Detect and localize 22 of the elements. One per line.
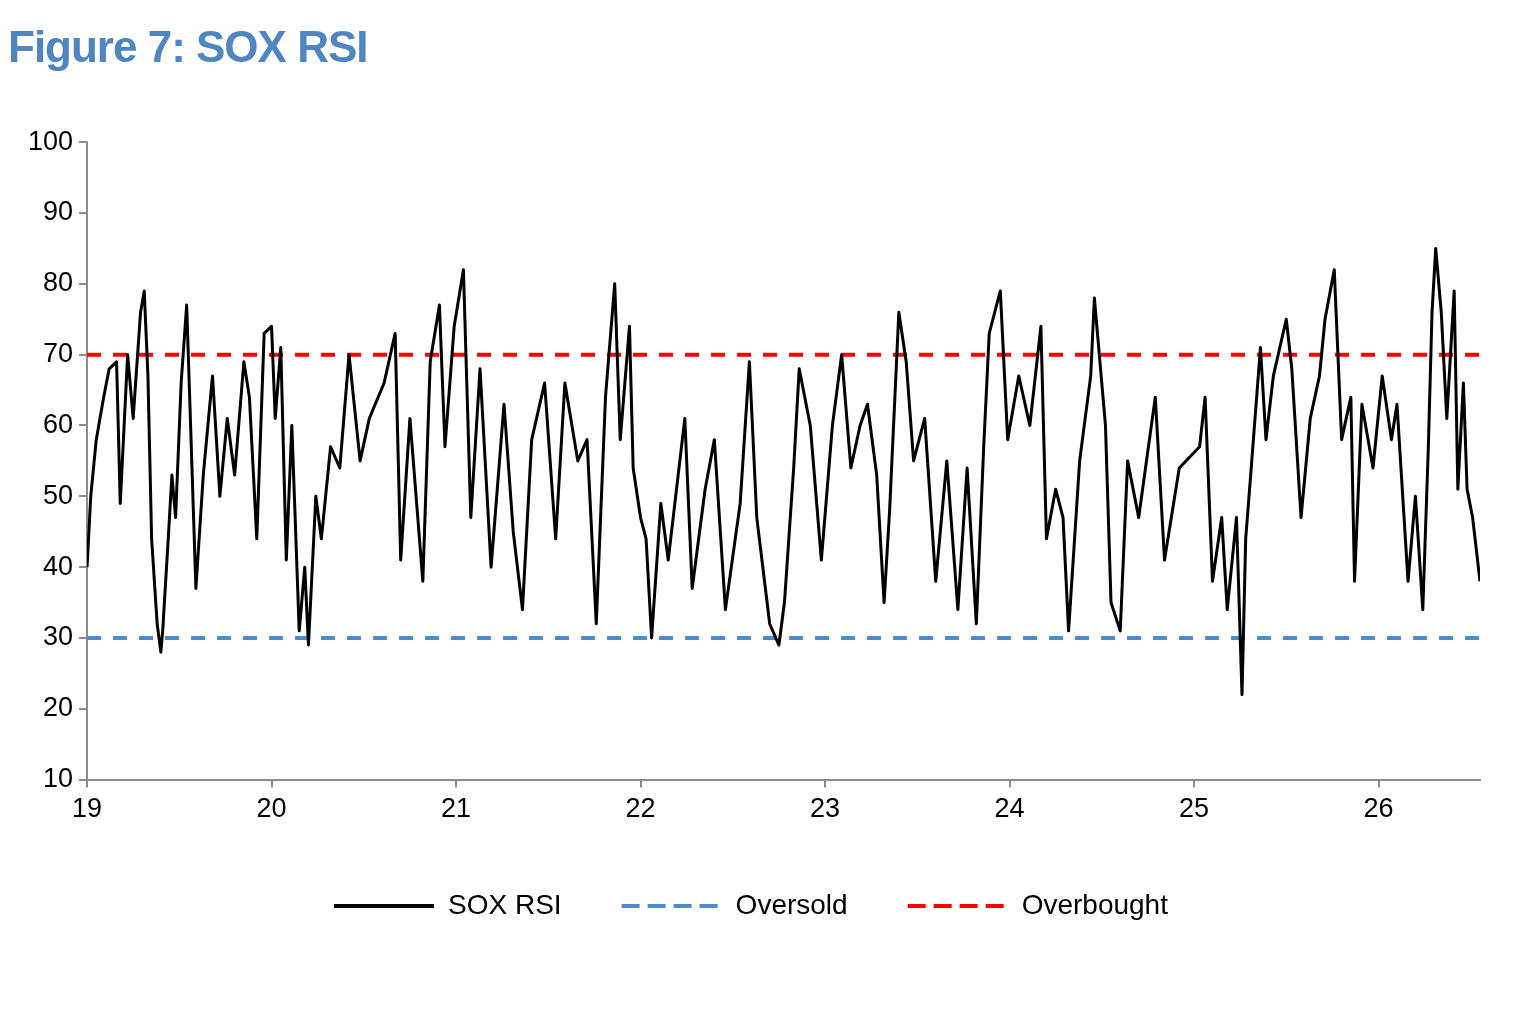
y-tick-label: 90 bbox=[43, 196, 74, 227]
chart-title: Figure 7: SOX RSI bbox=[8, 22, 368, 72]
x-tick-label: 25 bbox=[1179, 793, 1210, 824]
x-tick-label: 24 bbox=[994, 793, 1025, 824]
legend-label: SOX RSI bbox=[448, 888, 562, 920]
legend-label: Overbought bbox=[1021, 888, 1169, 920]
x-tick-label: 21 bbox=[441, 793, 472, 824]
x-tick-label: 23 bbox=[810, 793, 841, 824]
y-tick-label: 40 bbox=[43, 550, 74, 581]
y-tick-label: 20 bbox=[43, 692, 74, 723]
y-tick-label: 30 bbox=[43, 621, 74, 652]
x-tick-label: 20 bbox=[256, 793, 287, 824]
x-tick-label: 19 bbox=[72, 793, 103, 824]
y-tick-label: 60 bbox=[43, 408, 74, 439]
y-tick-label: 50 bbox=[43, 479, 74, 510]
y-tick-label: 100 bbox=[27, 125, 74, 156]
y-tick-label: 80 bbox=[43, 267, 74, 298]
x-tick-label: 26 bbox=[1363, 793, 1394, 824]
x-tick-label: 22 bbox=[625, 793, 656, 824]
y-tick-label: 70 bbox=[43, 338, 74, 369]
y-tick-label: 10 bbox=[43, 763, 74, 794]
legend-label: Oversold bbox=[735, 888, 848, 920]
